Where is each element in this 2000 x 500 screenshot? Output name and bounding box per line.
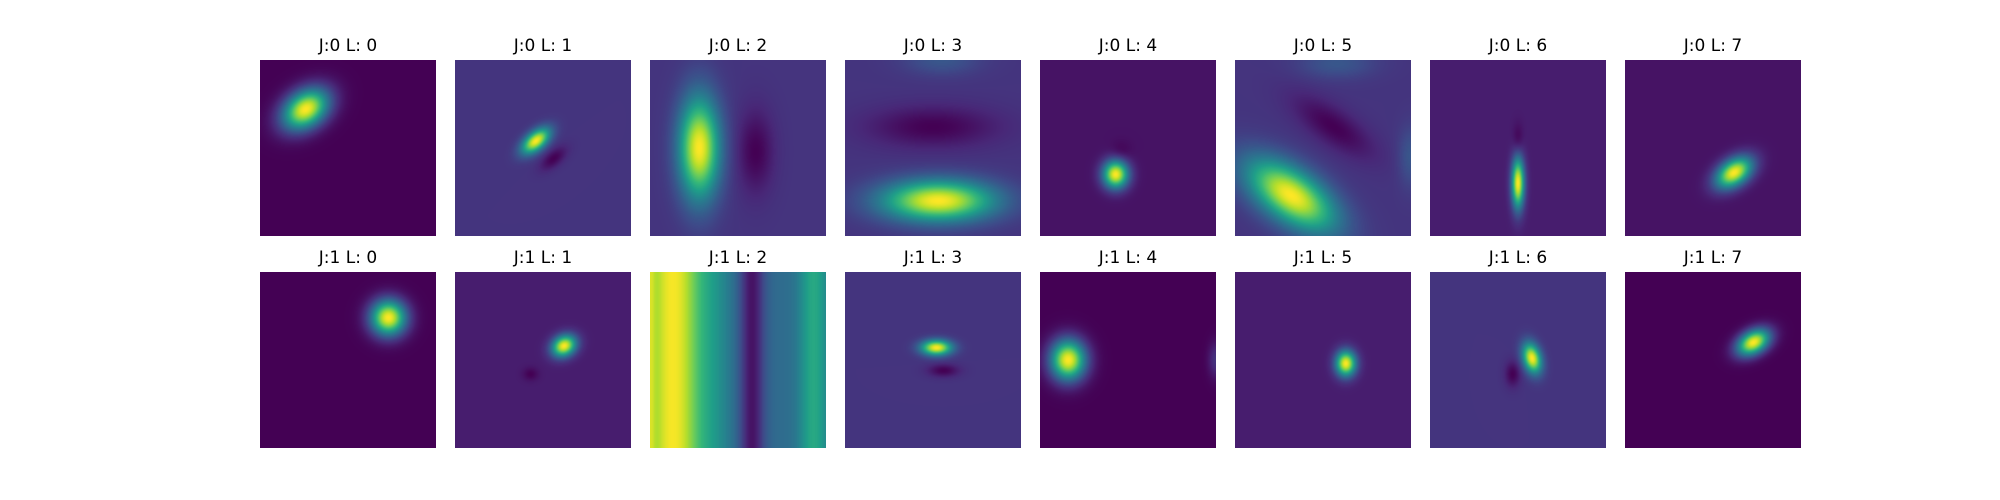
heatmap-panel: J:1 L: 3: [845, 248, 1021, 448]
heatmap-panel: J:0 L: 4: [1040, 36, 1216, 236]
heatmap-panel: J:0 L: 5: [1235, 36, 1411, 236]
heatmap-panel: J:1 L: 1: [455, 248, 631, 448]
panel-title: J:1 L: 5: [1293, 248, 1353, 268]
panel-title: J:0 L: 4: [1098, 36, 1158, 56]
panel-title: J:1 L: 7: [1683, 248, 1743, 268]
heatmap-panel: J:0 L: 7: [1625, 36, 1801, 236]
heatmap-image: [455, 60, 631, 236]
panel-title: J:1 L: 4: [1098, 248, 1158, 268]
heatmap-image: [260, 272, 436, 448]
heatmap-image: [845, 60, 1021, 236]
heatmap-panel: J:1 L: 2: [650, 248, 826, 448]
heatmap-image: [1235, 60, 1411, 236]
heatmap-image: [1040, 60, 1216, 236]
heatmap-image: [455, 272, 631, 448]
heatmap-panel: J:1 L: 4: [1040, 248, 1216, 448]
heatmap-image: [650, 272, 826, 448]
heatmap-image: [1430, 272, 1606, 448]
heatmap-panel: J:1 L: 7: [1625, 248, 1801, 448]
heatmap-panel: J:1 L: 6: [1430, 248, 1606, 448]
panel-title: J:0 L: 7: [1683, 36, 1743, 56]
heatmap-panel: J:0 L: 2: [650, 36, 826, 236]
heatmap-panel: J:1 L: 0: [260, 248, 436, 448]
panel-title: J:0 L: 2: [708, 36, 768, 56]
panel-title: J:0 L: 5: [1293, 36, 1353, 56]
panel-title: J:0 L: 1: [513, 36, 573, 56]
panel-title: J:1 L: 3: [903, 248, 963, 268]
panel-title: J:1 L: 0: [318, 248, 378, 268]
panel-title: J:0 L: 0: [318, 36, 378, 56]
heatmap-panel: J:0 L: 6: [1430, 36, 1606, 236]
heatmap-panel: J:0 L: 3: [845, 36, 1021, 236]
panel-title: J:0 L: 3: [903, 36, 963, 56]
heatmap-panel: J:0 L: 1: [455, 36, 631, 236]
panel-title: J:1 L: 6: [1488, 248, 1548, 268]
heatmap-image: [1235, 272, 1411, 448]
panel-title: J:1 L: 1: [513, 248, 573, 268]
heatmap-image: [650, 60, 826, 236]
heatmap-image: [1430, 60, 1606, 236]
heatmap-image: [1040, 272, 1216, 448]
heatmap-image: [1625, 60, 1801, 236]
panel-title: J:1 L: 2: [708, 248, 768, 268]
heatmap-image: [1625, 272, 1801, 448]
heatmap-image: [260, 60, 436, 236]
heatmap-panel: J:1 L: 5: [1235, 248, 1411, 448]
panel-title: J:0 L: 6: [1488, 36, 1548, 56]
heatmap-image: [845, 272, 1021, 448]
heatmap-panel: J:0 L: 0: [260, 36, 436, 236]
